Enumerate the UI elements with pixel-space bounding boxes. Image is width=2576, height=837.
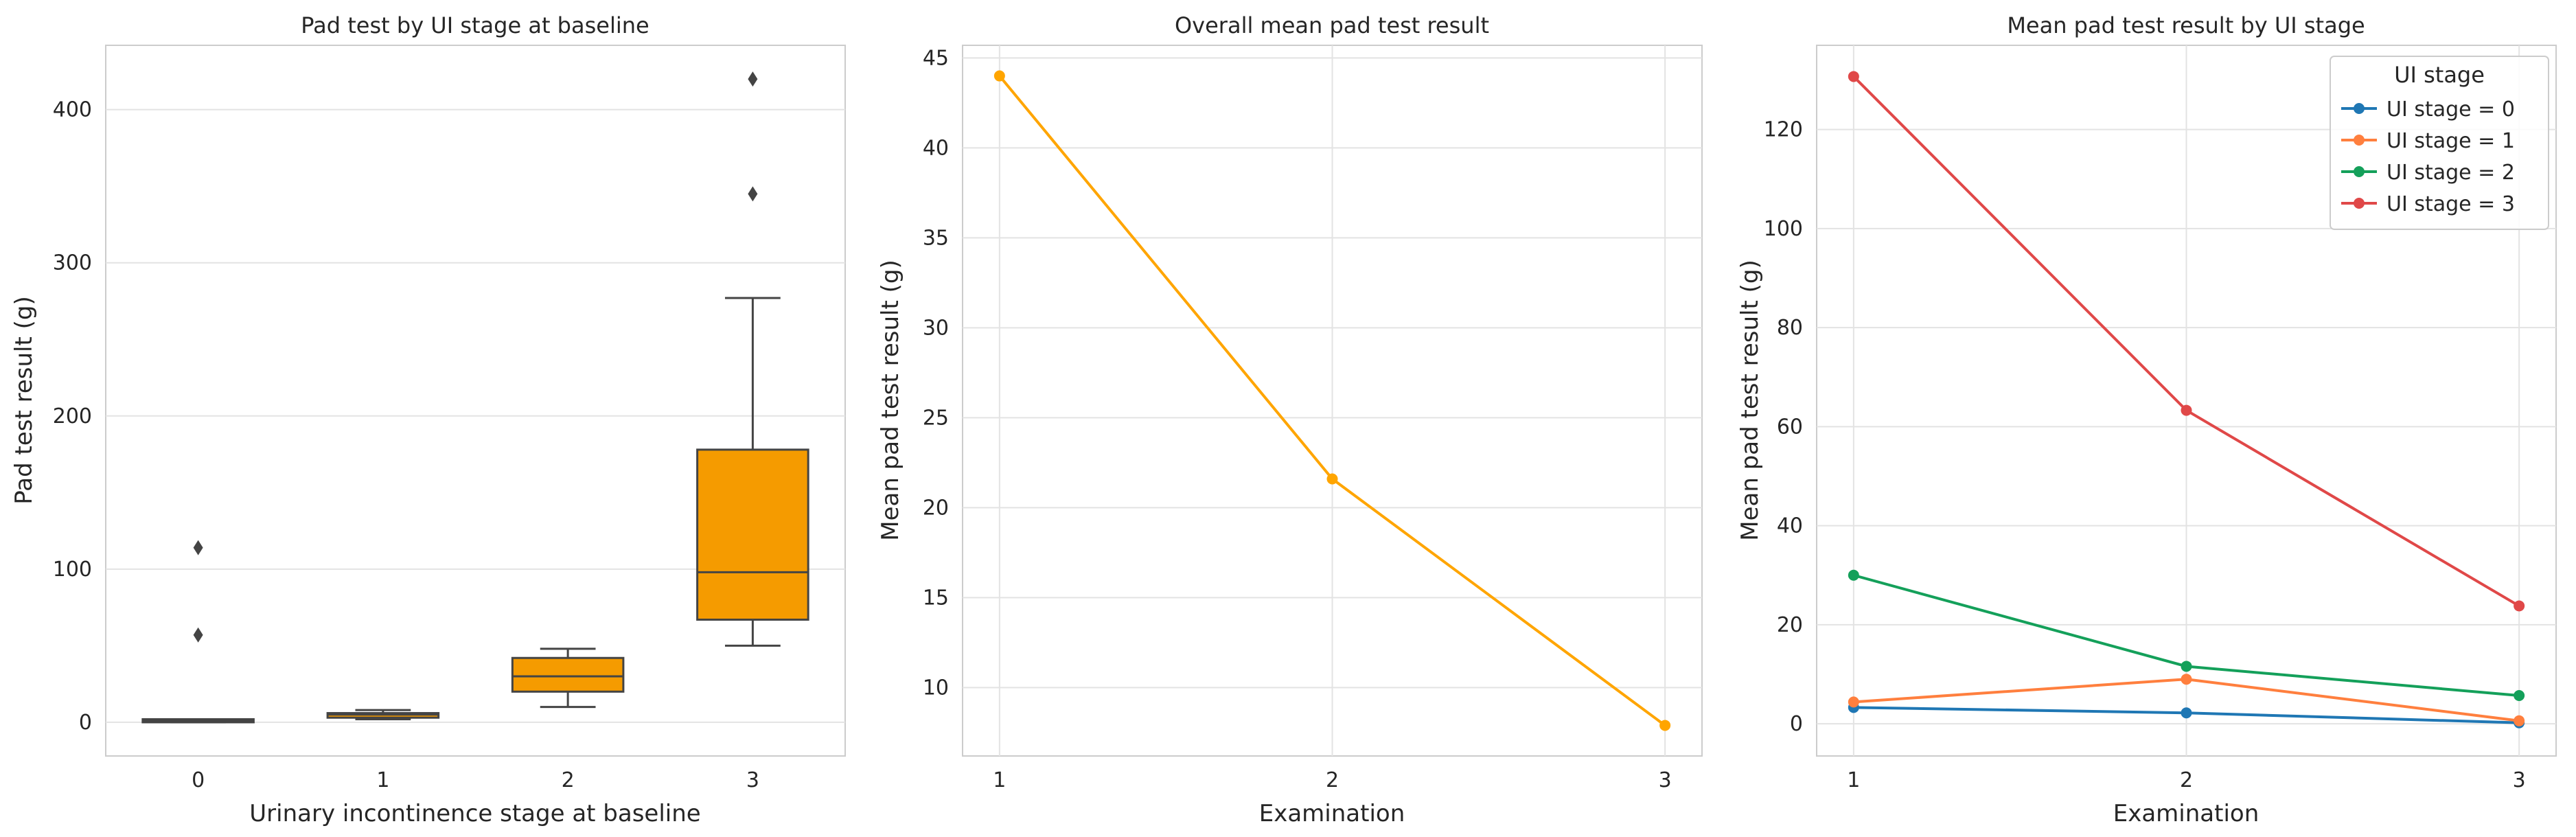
x-tick-label: 2	[562, 768, 575, 792]
gridlines	[963, 45, 1702, 756]
y-tick-label: 25	[923, 406, 949, 430]
x-tick-labels: 1 2 3	[1847, 768, 2525, 792]
data-point	[1848, 569, 1859, 581]
x-tick-label: 0	[192, 768, 205, 792]
y-tick-label: 30	[923, 316, 949, 340]
y-tick-label: 40	[1777, 514, 1803, 538]
legend: UI stage UI stage = 0UI stage = 1UI stag…	[2330, 56, 2549, 230]
data-point	[2514, 715, 2525, 726]
legend-label: UI stage = 1	[2387, 129, 2515, 153]
data-point	[993, 70, 1005, 82]
plot-area	[105, 45, 846, 757]
panel-box-plot: 0 100 200 300 400 0 1 2 3 Pad test by UI stage …	[10, 12, 846, 827]
outlier-point	[193, 540, 203, 555]
y-axis-label: Pad test result (g)	[10, 296, 38, 504]
box-3	[696, 71, 809, 647]
y-tick-label: 40	[923, 136, 949, 160]
data-point	[1848, 696, 1859, 708]
y-tick-label: 300	[53, 251, 92, 275]
y-tick-label: 20	[923, 496, 949, 520]
data-point	[2181, 661, 2192, 672]
legend-label: UI stage = 2	[2387, 161, 2515, 185]
y-tick-label: 60	[1777, 415, 1803, 439]
data-point	[2181, 404, 2192, 416]
y-tick-label: 400	[53, 98, 92, 122]
x-tick-label: 3	[1659, 768, 1672, 792]
y-tick-labels: 0 100 200 300 400	[53, 98, 92, 735]
data-point	[2181, 674, 2192, 685]
series	[1848, 71, 2525, 729]
y-axis-label: Mean pad test result (g)	[877, 260, 904, 540]
x-tick-label: 3	[746, 768, 759, 792]
legend-item: UI stage = 0	[2341, 98, 2515, 122]
chart-title: Mean pad test result by UI stage	[2007, 12, 2365, 38]
legend-title: UI stage	[2394, 62, 2485, 88]
y-tick-label: 35	[923, 226, 949, 250]
x-tick-label: 3	[2513, 768, 2526, 792]
data-point	[1659, 720, 1671, 731]
y-tick-label: 10	[923, 676, 949, 700]
legend-swatch-marker	[2354, 198, 2365, 209]
chart-title: Pad test by UI stage at baseline	[301, 12, 649, 38]
box-iqr	[696, 448, 809, 621]
data-point	[2181, 707, 2192, 719]
legend-items: UI stage = 0 UI stage = 1 UI stage = 2 UI s…	[2341, 98, 2515, 216]
legend-label: UI stage = 0	[2387, 98, 2515, 122]
boxes	[141, 71, 809, 724]
y-tick-label: 100	[1764, 217, 1803, 241]
x-tick-label: 2	[1326, 768, 1339, 792]
y-tick-label: 0	[1790, 712, 1803, 736]
y-tick-label: 100	[53, 558, 92, 582]
x-axis-label: Examination	[2113, 800, 2259, 827]
y-tick-labels: 0 20 40 60 80 100 120	[1764, 118, 1803, 737]
box-2	[511, 647, 625, 709]
outlier-point	[748, 186, 758, 202]
y-tick-label: 20	[1777, 613, 1803, 637]
chart-title: Overall mean pad test result	[1175, 12, 1489, 38]
data-point	[1848, 71, 1859, 82]
series-0	[993, 70, 1671, 731]
data-point	[2514, 600, 2525, 612]
y-tick-label: 0	[79, 711, 92, 735]
box-iqr	[511, 656, 625, 693]
series-3	[1848, 71, 2525, 612]
x-tick-label: 2	[2180, 768, 2193, 792]
y-tick-label: 15	[923, 586, 949, 610]
series	[993, 70, 1671, 731]
data-point	[1326, 473, 1338, 485]
y-tick-labels: 10 15 20 25 30 35 40 45	[923, 46, 949, 700]
x-tick-label: 1	[993, 768, 1006, 792]
x-tick-labels: 1 2 3	[993, 768, 1671, 792]
outlier-point	[193, 627, 203, 643]
legend-item: UI stage = 2	[2341, 161, 2515, 185]
x-axis-label: Urinary incontinence stage at baseline	[249, 800, 700, 827]
legend-item: UI stage = 1	[2341, 129, 2515, 153]
outlier-point	[748, 71, 758, 87]
legend-swatch-marker	[2354, 103, 2365, 114]
x-tick-label: 1	[1847, 768, 1860, 792]
y-tick-label: 80	[1777, 316, 1803, 340]
box-0	[141, 540, 255, 724]
y-axis-label: Mean pad test result (g)	[1736, 260, 1764, 540]
legend-box	[2330, 56, 2549, 230]
panel-stage-lines: 0 20 40 60 80 100 120 1 2 3 Mean pad test result…	[1736, 12, 2557, 827]
x-tick-label: 1	[376, 768, 389, 792]
x-axis-label: Examination	[1259, 800, 1405, 827]
data-point	[2514, 690, 2525, 702]
panel-overall-line: 10 15 20 25 30 35 40 45 1 2 3 Overall mean pad te…	[877, 12, 1703, 827]
y-tick-label: 200	[53, 404, 92, 428]
box-1	[326, 709, 440, 720]
series-2	[1848, 569, 2525, 702]
series-1	[1848, 674, 2525, 726]
x-tick-labels: 0 1 2 3	[192, 768, 759, 792]
legend-swatch-marker	[2354, 135, 2365, 146]
y-tick-label: 120	[1764, 118, 1803, 142]
legend-swatch-marker	[2354, 166, 2365, 177]
legend-label: UI stage = 3	[2387, 192, 2515, 216]
legend-item: UI stage = 3	[2341, 192, 2515, 216]
y-tick-label: 45	[923, 46, 949, 70]
